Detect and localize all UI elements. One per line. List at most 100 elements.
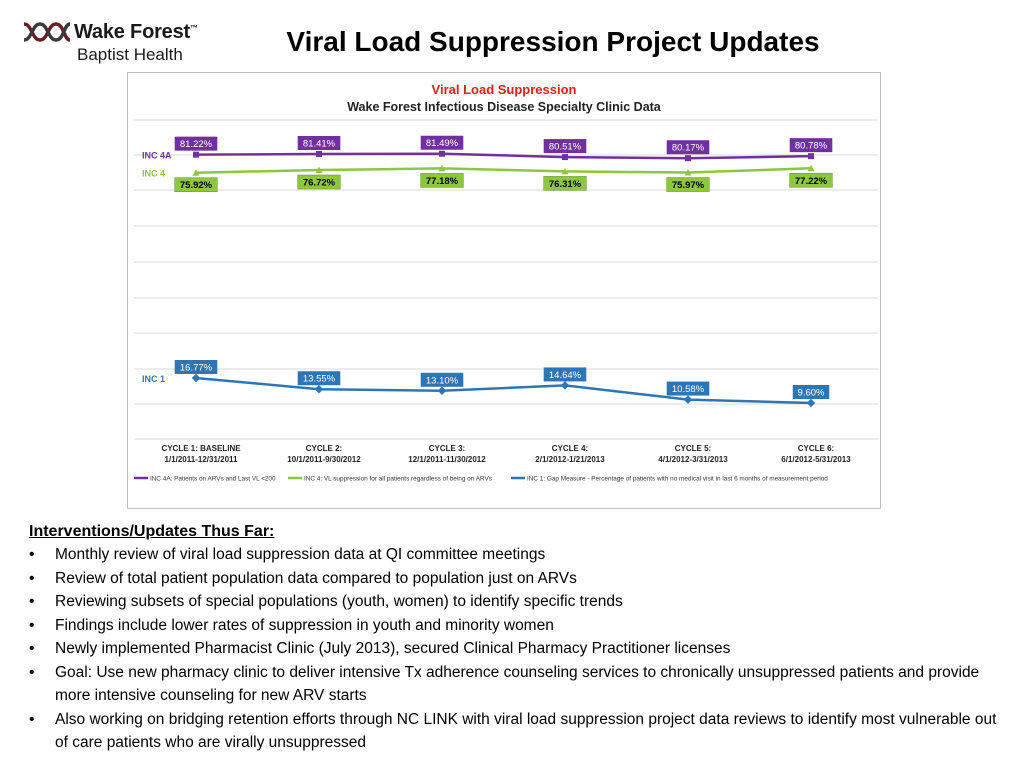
data-point [808, 153, 814, 160]
bullet-icon: • [29, 710, 35, 728]
data-label: 81.22% [180, 139, 213, 150]
data-label-box [666, 177, 710, 192]
list-item-text: Findings include lower rates of suppress… [55, 616, 554, 634]
data-label-box [420, 173, 464, 188]
data-label-box [543, 367, 587, 382]
chart-title: Viral Load Suppression [432, 82, 577, 97]
series-line [195, 167, 812, 174]
page-title: Viral Load Suppression Project Updates [286, 26, 820, 57]
list-item: • Reviewing subsets of special population… [29, 590, 999, 614]
data-point [562, 154, 568, 161]
wake-forest-logo: Wake Forest™ Baptist Health [22, 16, 222, 66]
category-label: CYCLE 1: BASELINE [161, 444, 241, 453]
category-label: CYCLE 3: [429, 444, 465, 453]
category-label: CYCLE 4: [552, 444, 588, 453]
list-item: • Also working on bridging retention effo… [29, 708, 999, 755]
helix-logo-icon [23, 22, 71, 42]
bullet-icon: • [29, 569, 35, 587]
category-label: 12/1/2011-11/30/2012 [408, 455, 486, 464]
data-point [807, 164, 815, 172]
list-item: • Monthly review of viral load suppressio… [29, 543, 999, 567]
data-label: 16.77% [180, 363, 213, 374]
chart-frame: Viral Load Suppression Wake Forest Infec… [127, 72, 881, 509]
data-label-box [789, 172, 833, 188]
data-label: 80.78% [795, 141, 828, 152]
legend-label: INC 4: VL suppression for all patients r… [304, 476, 492, 483]
series-tag: INC 4A [142, 151, 172, 161]
chart-subtitle: Wake Forest Infectious Disease Specialty… [347, 100, 662, 114]
list-item: • Goal: Use new pharmacy clinic to delive… [29, 661, 999, 708]
interventions-list: • Monthly review of viral load suppressio… [29, 543, 999, 755]
data-label-box [420, 372, 464, 387]
data-label: 77.18% [426, 176, 459, 187]
bullet-icon: • [29, 593, 35, 610]
list-item: • Newly implemented Pharmacist Clinic (Ju… [29, 637, 999, 661]
category-label: CYCLE 6: [798, 444, 834, 453]
data-label: 75.92% [180, 180, 213, 191]
list-item-text: Also working on bridging retention effor… [55, 710, 997, 752]
data-label: 80.17% [672, 143, 705, 154]
data-label: 10.58% [672, 384, 705, 395]
data-point [437, 386, 447, 396]
data-label: 9.60% [798, 388, 825, 399]
data-point [315, 166, 323, 173]
data-label: 14.64% [549, 370, 582, 381]
bullet-icon: • [29, 616, 35, 634]
data-label: 75.97% [672, 180, 705, 191]
data-label: 81.49% [426, 138, 459, 149]
data-point [683, 395, 693, 404]
bullet-icon: • [29, 640, 35, 657]
data-label-box [666, 140, 710, 155]
bullet-icon: • [29, 663, 35, 681]
legend-label: INC 4A: Patients on ARVs and Last VL <20… [150, 476, 276, 483]
category-label: 1/1/2011-12/31/2011 [165, 455, 239, 464]
data-point [806, 398, 816, 408]
list-item-text: Goal: Use new pharmacy clinic to deliver… [55, 663, 980, 705]
data-label-box [789, 138, 833, 153]
list-item: • Findings include lower rates of suppres… [29, 614, 999, 638]
logo-subtitle: Baptist Health [77, 45, 183, 64]
interventions-section: Interventions/Updates Thus Far: • Monthly… [29, 523, 999, 755]
data-point [192, 169, 200, 176]
list-item-text: Review of total patient population data … [55, 569, 577, 587]
list-item: • Review of total patient population data… [29, 567, 999, 591]
list-item-text: Newly implemented Pharmacist Clinic (Jul… [55, 640, 731, 657]
data-label: 76.31% [549, 179, 582, 190]
interventions-heading: Interventions/Updates Thus Far: [29, 523, 275, 540]
data-label: 13.10% [426, 375, 459, 386]
data-label-box [543, 176, 587, 191]
category-label: 10/1/2011-9/30/2012 [287, 455, 361, 464]
series-line [195, 152, 812, 160]
series-line [195, 376, 812, 405]
data-label-box [666, 381, 710, 396]
data-label-box [297, 371, 341, 386]
data-label-box [792, 385, 830, 399]
data-label-box [174, 136, 218, 151]
data-label: 81.41% [303, 139, 336, 150]
data-label-box [174, 177, 218, 193]
category-label: 2/1/2012-1/21/2013 [535, 455, 605, 464]
data-label: 77.22% [795, 176, 828, 187]
category-label: CYCLE 2: [306, 444, 342, 453]
data-label: 13.55% [303, 374, 336, 385]
data-label-box [420, 135, 464, 150]
category-label: 4/1/2012-3/31/2013 [658, 455, 728, 464]
legend-label: INC 1: Gap Measure - Percentage of patie… [527, 476, 828, 483]
data-label-box [297, 136, 341, 150]
series-tag: INC 4 [142, 169, 165, 179]
data-point [439, 150, 445, 157]
list-item-text: Reviewing subsets of special populations… [55, 593, 623, 610]
data-label-box [543, 139, 587, 154]
data-point [314, 384, 324, 394]
data-point [193, 151, 199, 158]
data-label: 80.51% [549, 142, 582, 153]
data-label-box [174, 360, 218, 374]
list-item-text: Monthly review of viral load suppression… [55, 546, 546, 563]
data-point [560, 381, 570, 390]
data-label: 76.72% [303, 178, 336, 189]
data-point [561, 167, 569, 175]
data-point [316, 151, 322, 157]
category-label: 6/1/2012-5/31/2013 [781, 455, 851, 464]
series-tag: INC 1 [142, 374, 165, 384]
data-point [438, 164, 446, 172]
